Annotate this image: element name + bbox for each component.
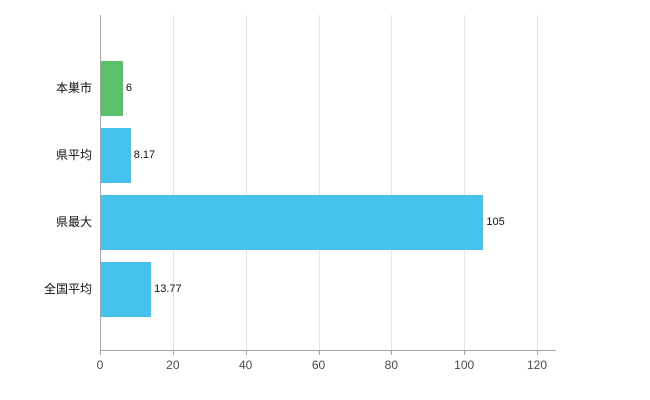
value-label: 105 xyxy=(486,216,505,228)
x-tick-label: 20 xyxy=(166,358,180,372)
x-tick-mark xyxy=(464,351,466,355)
x-tick-mark xyxy=(537,351,538,355)
category-label: 県平均 xyxy=(55,148,92,162)
x-tick-label: 0 xyxy=(96,358,104,372)
category-label: 本巣市 xyxy=(55,81,92,95)
x-tick-mark xyxy=(318,351,320,355)
x-tick-label: 80 xyxy=(384,358,398,372)
x-tick-label: 60 xyxy=(311,358,326,372)
gridline xyxy=(464,15,466,350)
x-tick-mark xyxy=(172,351,174,355)
gridline xyxy=(537,15,538,350)
category-label: 県最大 xyxy=(55,215,92,229)
y-axis xyxy=(100,15,101,351)
x-tick-mark xyxy=(391,351,393,355)
x-axis xyxy=(100,350,556,351)
value-label: 13.77 xyxy=(154,283,182,295)
gridline xyxy=(172,15,174,350)
gridline xyxy=(391,15,393,350)
category-label: 全国平均 xyxy=(43,282,92,296)
bar xyxy=(101,127,131,183)
gridline xyxy=(245,15,247,350)
x-tick-mark xyxy=(100,351,101,355)
value-label: 6 xyxy=(125,82,132,94)
gridline xyxy=(318,15,320,350)
x-tick-label: 40 xyxy=(238,358,253,372)
bar xyxy=(101,194,484,250)
bar xyxy=(101,60,123,116)
x-tick-label: 100 xyxy=(454,358,475,372)
bar xyxy=(101,261,152,317)
value-label: 8.17 xyxy=(133,149,156,161)
x-tick-mark xyxy=(245,351,247,355)
x-tick-label: 120 xyxy=(526,358,548,372)
